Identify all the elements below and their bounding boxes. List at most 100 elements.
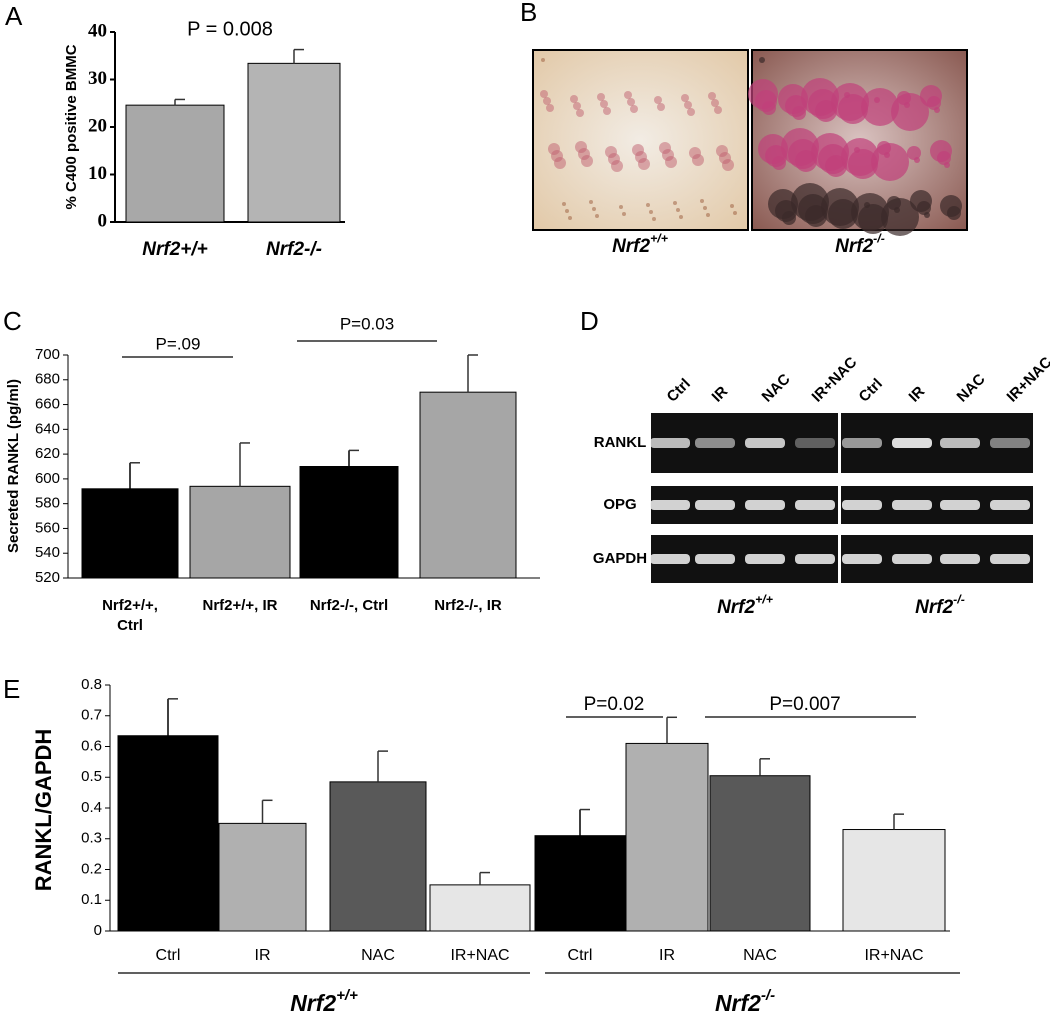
- x-tick-label: IR+NAC: [450, 947, 509, 964]
- label-sup: +/+: [336, 987, 358, 1004]
- x-tick-label: NAC: [743, 947, 777, 964]
- gel-band: [650, 500, 690, 510]
- micrograph-caption: Nrf2+/+: [612, 232, 668, 257]
- y-tick-label: 0.5: [81, 768, 102, 785]
- cell: [646, 203, 650, 207]
- x-tick-label: Nrf2+/+, Ctrl: [102, 597, 158, 634]
- gel-band: [695, 438, 735, 448]
- cell: [575, 141, 587, 153]
- x-tick-label: NAC: [361, 947, 395, 964]
- bar: [534, 835, 626, 932]
- gel-band: [842, 500, 882, 510]
- cell: [700, 199, 704, 203]
- y-tick-label: 700: [35, 346, 60, 363]
- cell: [589, 200, 593, 204]
- cell: [854, 147, 860, 153]
- gel-band: [990, 554, 1030, 564]
- cell: [920, 85, 942, 107]
- panel-label: A: [5, 1, 23, 31]
- cell: [573, 102, 581, 110]
- lane-label: IR: [709, 383, 732, 406]
- annotation: P = 0.008: [187, 18, 273, 40]
- bar: [419, 391, 517, 579]
- cell: [703, 206, 707, 210]
- x-tick-label: IR: [659, 947, 675, 964]
- y-tick-label: 640: [35, 420, 60, 437]
- gel-band: [650, 554, 690, 564]
- row-label: GAPDH: [593, 550, 647, 567]
- gel-band: [892, 438, 932, 448]
- cell: [711, 99, 719, 107]
- label-sup: -/-: [873, 232, 885, 246]
- cell: [708, 92, 716, 100]
- row-label: RANKL: [594, 434, 647, 451]
- cell: [687, 108, 695, 116]
- cell: [603, 107, 611, 115]
- cell: [874, 97, 880, 103]
- y-tick-label: 40: [88, 20, 107, 41]
- annotation: P=.09: [156, 334, 201, 353]
- cell: [546, 104, 554, 112]
- bar: [81, 488, 179, 579]
- y-axis-label: % C400 positive BMMC: [63, 44, 80, 209]
- gel-band: [940, 438, 980, 448]
- y-axis-label: RANKL/GAPDH: [31, 729, 56, 892]
- annotation: P=0.007: [769, 694, 840, 715]
- y-tick-label: 0.8: [81, 676, 102, 693]
- label-base: Nrf2: [717, 597, 755, 618]
- error-bar: [293, 48, 304, 64]
- label-base: Nrf2: [835, 236, 873, 257]
- cell: [679, 215, 683, 219]
- y-tick-label: 0: [98, 210, 108, 231]
- cell: [576, 109, 584, 117]
- lane-label: NAC: [954, 371, 989, 406]
- gel-band: [695, 554, 735, 564]
- cell: [681, 94, 689, 102]
- panel-label: C: [3, 306, 22, 336]
- gel-band: [892, 554, 932, 564]
- group-label: Nrf2-/-: [715, 987, 775, 1016]
- y-tick-label: 0: [94, 922, 102, 939]
- y-tick-label: 560: [35, 519, 60, 536]
- cell: [659, 142, 671, 154]
- label-sup: -/-: [761, 987, 775, 1004]
- gel-band: [745, 438, 785, 448]
- gel-band: [745, 500, 785, 510]
- group-label: Nrf2+/+: [290, 987, 358, 1016]
- cell: [851, 193, 889, 231]
- y-tick-label: 0.3: [81, 830, 102, 847]
- x-tick-label: Ctrl: [156, 947, 181, 964]
- panel-label: E: [3, 674, 20, 704]
- lane-label: Ctrl: [856, 375, 886, 405]
- cell: [600, 100, 608, 108]
- cell: [930, 140, 952, 162]
- bar: [218, 822, 307, 932]
- cell: [730, 204, 734, 208]
- error-bar: [239, 442, 250, 487]
- bar: [125, 104, 225, 223]
- cell: [595, 214, 599, 218]
- y-tick-label: 600: [35, 470, 60, 487]
- y-tick-label: 0.4: [81, 799, 102, 816]
- cell: [844, 92, 850, 98]
- cell: [632, 144, 644, 156]
- cell: [801, 78, 839, 116]
- cell: [652, 217, 656, 221]
- cell: [733, 211, 737, 215]
- panel-label: D: [580, 306, 599, 336]
- y-tick-label: 620: [35, 445, 60, 462]
- cell: [562, 202, 566, 206]
- y-tick-label: 0.6: [81, 737, 102, 754]
- gel-band: [650, 438, 690, 448]
- x-tick-label-box: Nrf2+/+, IR: [202, 597, 277, 614]
- error-bar: [479, 871, 490, 885]
- gel-band: [745, 554, 785, 564]
- cell: [624, 91, 632, 99]
- x-tick-label: Nrf2-/-, Ctrl: [309, 597, 389, 614]
- lane-label: Ctrl: [664, 375, 694, 405]
- cell: [877, 141, 891, 155]
- cell: [714, 106, 722, 114]
- y-tick-label: 10: [88, 163, 107, 184]
- gel-caption: Nrf2+/+: [717, 593, 773, 618]
